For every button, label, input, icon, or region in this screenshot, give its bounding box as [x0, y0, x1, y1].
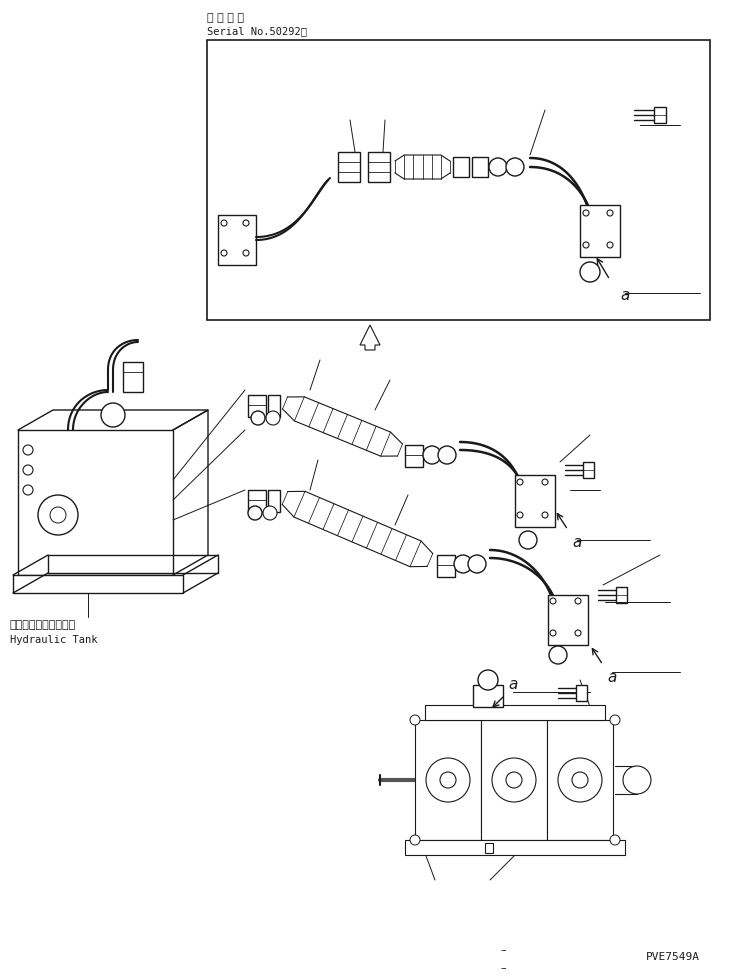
Bar: [583, 462, 594, 478]
Bar: [616, 587, 627, 603]
Circle shape: [610, 715, 620, 725]
Bar: [437, 555, 455, 577]
Circle shape: [454, 555, 472, 573]
Circle shape: [550, 630, 556, 636]
Circle shape: [558, 758, 602, 802]
Text: –: –: [500, 945, 505, 955]
Circle shape: [607, 210, 613, 216]
Text: a: a: [508, 677, 517, 692]
Circle shape: [101, 403, 125, 427]
Circle shape: [50, 507, 66, 523]
Circle shape: [23, 465, 33, 475]
Circle shape: [440, 772, 456, 788]
Circle shape: [575, 598, 581, 604]
Bar: [472, 157, 488, 177]
Bar: [425, 705, 605, 720]
Bar: [13, 575, 183, 593]
Circle shape: [438, 446, 456, 464]
Text: a: a: [572, 535, 582, 550]
Circle shape: [575, 630, 581, 636]
Circle shape: [492, 758, 536, 802]
Circle shape: [251, 411, 265, 425]
Circle shape: [221, 220, 227, 226]
Circle shape: [519, 531, 537, 549]
Bar: [405, 445, 423, 467]
Text: PVE7549A: PVE7549A: [646, 952, 700, 962]
Circle shape: [221, 250, 227, 256]
Circle shape: [610, 835, 620, 845]
Bar: [654, 107, 666, 123]
Bar: [338, 152, 360, 182]
Bar: [548, 595, 588, 645]
Bar: [415, 720, 481, 840]
Text: a: a: [620, 288, 630, 303]
Bar: [453, 157, 469, 177]
Bar: [485, 843, 493, 853]
Circle shape: [423, 446, 441, 464]
Circle shape: [23, 485, 33, 495]
Bar: [268, 395, 280, 417]
Circle shape: [426, 758, 470, 802]
Bar: [248, 490, 266, 512]
Circle shape: [623, 766, 651, 794]
Bar: [123, 362, 143, 392]
Bar: [207, 40, 710, 320]
Text: Hydraulic Tank: Hydraulic Tank: [10, 635, 98, 645]
Circle shape: [410, 835, 420, 845]
Circle shape: [550, 598, 556, 604]
Bar: [580, 205, 620, 257]
Bar: [515, 475, 555, 527]
Circle shape: [263, 506, 277, 520]
Text: –: –: [500, 963, 505, 973]
Circle shape: [542, 479, 548, 485]
Bar: [481, 720, 547, 840]
Circle shape: [248, 506, 262, 520]
Text: a: a: [607, 670, 616, 685]
Circle shape: [410, 715, 420, 725]
Bar: [547, 720, 613, 840]
Bar: [405, 840, 625, 855]
Circle shape: [580, 262, 600, 282]
Polygon shape: [360, 325, 380, 350]
Bar: [473, 685, 503, 707]
Circle shape: [583, 242, 589, 248]
Circle shape: [23, 445, 33, 455]
Circle shape: [266, 411, 280, 425]
Circle shape: [572, 772, 588, 788]
Text: ハイドロリックタンク: ハイドロリックタンク: [10, 620, 76, 630]
Circle shape: [506, 158, 524, 176]
Circle shape: [607, 242, 613, 248]
Bar: [218, 215, 256, 265]
Text: Serial No.50292～: Serial No.50292～: [207, 26, 307, 36]
Circle shape: [243, 220, 249, 226]
Bar: [576, 685, 587, 701]
Circle shape: [542, 512, 548, 518]
Circle shape: [38, 495, 78, 535]
Circle shape: [549, 646, 567, 664]
Circle shape: [243, 250, 249, 256]
Circle shape: [506, 772, 522, 788]
Bar: [368, 152, 390, 182]
Circle shape: [583, 210, 589, 216]
Circle shape: [489, 158, 507, 176]
Bar: [268, 490, 280, 512]
Circle shape: [478, 670, 498, 690]
Text: 適 用 号 機: 適 用 号 機: [207, 13, 244, 23]
Circle shape: [468, 555, 486, 573]
Circle shape: [517, 512, 523, 518]
Bar: [248, 395, 266, 417]
Circle shape: [517, 479, 523, 485]
